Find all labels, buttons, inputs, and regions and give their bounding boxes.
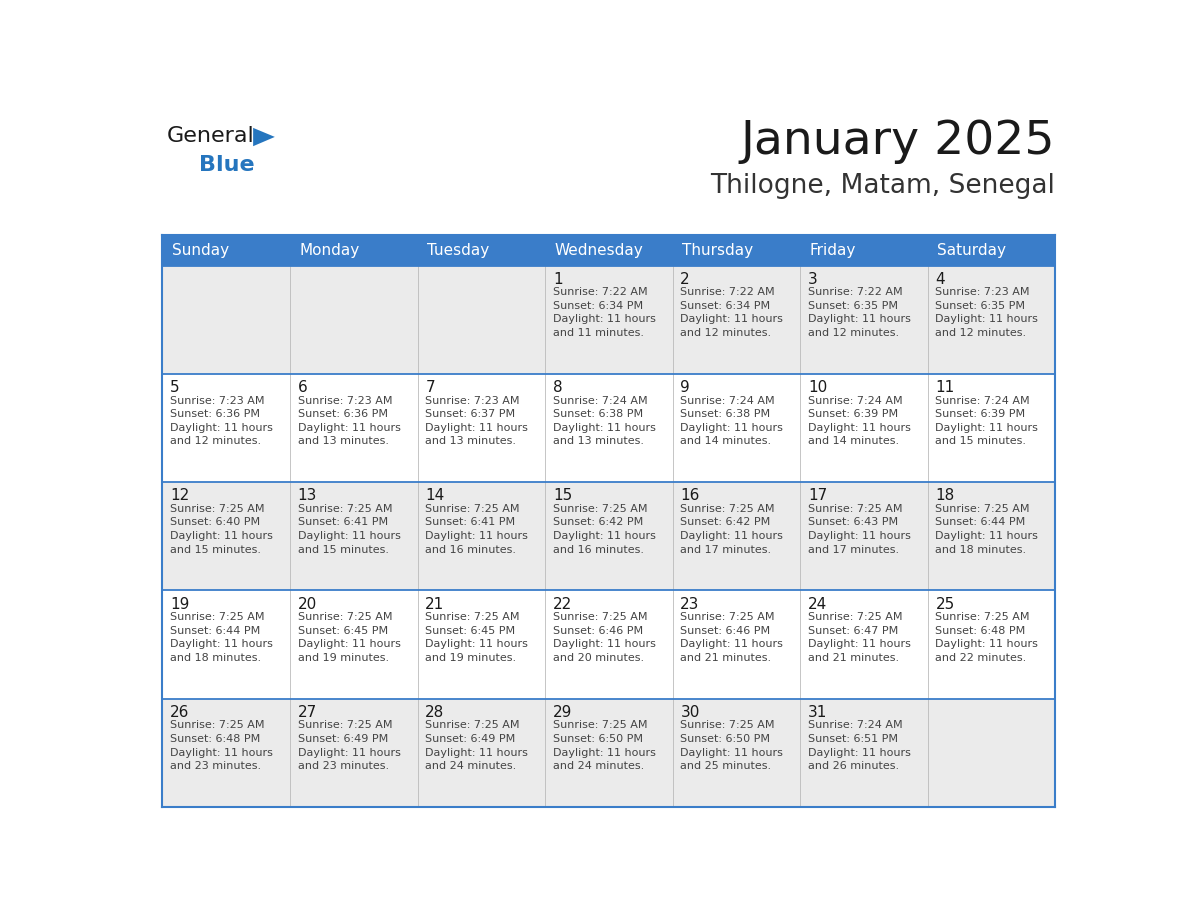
Text: 23: 23 (681, 597, 700, 611)
Text: Sunrise: 7:25 AM
Sunset: 6:42 PM
Daylight: 11 hours
and 16 minutes.: Sunrise: 7:25 AM Sunset: 6:42 PM Dayligh… (552, 504, 656, 554)
Text: 9: 9 (681, 380, 690, 395)
Text: 28: 28 (425, 705, 444, 720)
Text: 21: 21 (425, 597, 444, 611)
Text: Sunrise: 7:25 AM
Sunset: 6:46 PM
Daylight: 11 hours
and 21 minutes.: Sunrise: 7:25 AM Sunset: 6:46 PM Dayligh… (681, 612, 783, 663)
Text: Sunrise: 7:24 AM
Sunset: 6:38 PM
Daylight: 11 hours
and 13 minutes.: Sunrise: 7:24 AM Sunset: 6:38 PM Dayligh… (552, 396, 656, 446)
Text: Sunrise: 7:24 AM
Sunset: 6:39 PM
Daylight: 11 hours
and 15 minutes.: Sunrise: 7:24 AM Sunset: 6:39 PM Dayligh… (935, 396, 1038, 446)
Text: 24: 24 (808, 597, 827, 611)
Text: 7: 7 (425, 380, 435, 395)
Text: Friday: Friday (809, 242, 855, 258)
Text: 3: 3 (808, 272, 817, 286)
Text: Sunday: Sunday (172, 242, 229, 258)
Text: Thursday: Thursday (682, 242, 753, 258)
Text: 10: 10 (808, 380, 827, 395)
Text: Sunrise: 7:23 AM
Sunset: 6:36 PM
Daylight: 11 hours
and 12 minutes.: Sunrise: 7:23 AM Sunset: 6:36 PM Dayligh… (170, 396, 273, 446)
Bar (163, 590, 1055, 699)
Bar (163, 265, 1055, 374)
Text: 19: 19 (170, 597, 190, 611)
Text: Sunrise: 7:23 AM
Sunset: 6:35 PM
Daylight: 11 hours
and 12 minutes.: Sunrise: 7:23 AM Sunset: 6:35 PM Dayligh… (935, 287, 1038, 338)
Text: Sunrise: 7:25 AM
Sunset: 6:45 PM
Daylight: 11 hours
and 19 minutes.: Sunrise: 7:25 AM Sunset: 6:45 PM Dayligh… (298, 612, 400, 663)
Text: Sunrise: 7:25 AM
Sunset: 6:49 PM
Daylight: 11 hours
and 24 minutes.: Sunrise: 7:25 AM Sunset: 6:49 PM Dayligh… (425, 721, 529, 771)
Text: Sunrise: 7:25 AM
Sunset: 6:41 PM
Daylight: 11 hours
and 15 minutes.: Sunrise: 7:25 AM Sunset: 6:41 PM Dayligh… (298, 504, 400, 554)
Text: Sunrise: 7:25 AM
Sunset: 6:49 PM
Daylight: 11 hours
and 23 minutes.: Sunrise: 7:25 AM Sunset: 6:49 PM Dayligh… (298, 721, 400, 771)
Text: Sunrise: 7:22 AM
Sunset: 6:35 PM
Daylight: 11 hours
and 12 minutes.: Sunrise: 7:22 AM Sunset: 6:35 PM Dayligh… (808, 287, 911, 338)
Bar (163, 482, 1055, 590)
Bar (163, 235, 1055, 265)
Text: Sunrise: 7:25 AM
Sunset: 6:44 PM
Daylight: 11 hours
and 18 minutes.: Sunrise: 7:25 AM Sunset: 6:44 PM Dayligh… (170, 612, 273, 663)
Text: 8: 8 (552, 380, 562, 395)
Text: Sunrise: 7:23 AM
Sunset: 6:37 PM
Daylight: 11 hours
and 13 minutes.: Sunrise: 7:23 AM Sunset: 6:37 PM Dayligh… (425, 396, 529, 446)
Text: 4: 4 (935, 272, 946, 286)
Text: 29: 29 (552, 705, 573, 720)
Text: Sunrise: 7:22 AM
Sunset: 6:34 PM
Daylight: 11 hours
and 11 minutes.: Sunrise: 7:22 AM Sunset: 6:34 PM Dayligh… (552, 287, 656, 338)
Bar (163, 374, 1055, 482)
Text: 25: 25 (935, 597, 955, 611)
Text: 1: 1 (552, 272, 562, 286)
Text: Sunrise: 7:25 AM
Sunset: 6:48 PM
Daylight: 11 hours
and 23 minutes.: Sunrise: 7:25 AM Sunset: 6:48 PM Dayligh… (170, 721, 273, 771)
Text: 16: 16 (681, 488, 700, 503)
Text: 15: 15 (552, 488, 573, 503)
Text: 30: 30 (681, 705, 700, 720)
Bar (163, 699, 1055, 807)
Text: Sunrise: 7:25 AM
Sunset: 6:48 PM
Daylight: 11 hours
and 22 minutes.: Sunrise: 7:25 AM Sunset: 6:48 PM Dayligh… (935, 612, 1038, 663)
Text: Wednesday: Wednesday (555, 242, 643, 258)
Text: Sunrise: 7:25 AM
Sunset: 6:45 PM
Daylight: 11 hours
and 19 minutes.: Sunrise: 7:25 AM Sunset: 6:45 PM Dayligh… (425, 612, 529, 663)
Text: Sunrise: 7:25 AM
Sunset: 6:43 PM
Daylight: 11 hours
and 17 minutes.: Sunrise: 7:25 AM Sunset: 6:43 PM Dayligh… (808, 504, 911, 554)
Text: Monday: Monday (299, 242, 360, 258)
Text: Sunrise: 7:25 AM
Sunset: 6:50 PM
Daylight: 11 hours
and 25 minutes.: Sunrise: 7:25 AM Sunset: 6:50 PM Dayligh… (681, 721, 783, 771)
Text: 17: 17 (808, 488, 827, 503)
Text: 27: 27 (298, 705, 317, 720)
Text: Sunrise: 7:25 AM
Sunset: 6:44 PM
Daylight: 11 hours
and 18 minutes.: Sunrise: 7:25 AM Sunset: 6:44 PM Dayligh… (935, 504, 1038, 554)
Text: Sunrise: 7:23 AM
Sunset: 6:36 PM
Daylight: 11 hours
and 13 minutes.: Sunrise: 7:23 AM Sunset: 6:36 PM Dayligh… (298, 396, 400, 446)
Text: 5: 5 (170, 380, 179, 395)
Text: January 2025: January 2025 (741, 119, 1055, 164)
Text: General: General (166, 126, 254, 146)
Text: 31: 31 (808, 705, 827, 720)
Text: 2: 2 (681, 272, 690, 286)
Text: Sunrise: 7:24 AM
Sunset: 6:39 PM
Daylight: 11 hours
and 14 minutes.: Sunrise: 7:24 AM Sunset: 6:39 PM Dayligh… (808, 396, 911, 446)
Text: 11: 11 (935, 380, 955, 395)
Text: 18: 18 (935, 488, 955, 503)
Text: 22: 22 (552, 597, 573, 611)
Text: Thilogne, Matam, Senegal: Thilogne, Matam, Senegal (710, 174, 1055, 199)
Text: 6: 6 (298, 380, 308, 395)
Text: 13: 13 (298, 488, 317, 503)
Text: Saturday: Saturday (937, 242, 1006, 258)
Text: Sunrise: 7:25 AM
Sunset: 6:40 PM
Daylight: 11 hours
and 15 minutes.: Sunrise: 7:25 AM Sunset: 6:40 PM Dayligh… (170, 504, 273, 554)
Text: Sunrise: 7:25 AM
Sunset: 6:41 PM
Daylight: 11 hours
and 16 minutes.: Sunrise: 7:25 AM Sunset: 6:41 PM Dayligh… (425, 504, 529, 554)
Text: Sunrise: 7:25 AM
Sunset: 6:42 PM
Daylight: 11 hours
and 17 minutes.: Sunrise: 7:25 AM Sunset: 6:42 PM Dayligh… (681, 504, 783, 554)
Text: Tuesday: Tuesday (426, 242, 489, 258)
Text: 26: 26 (170, 705, 190, 720)
Text: Sunrise: 7:24 AM
Sunset: 6:38 PM
Daylight: 11 hours
and 14 minutes.: Sunrise: 7:24 AM Sunset: 6:38 PM Dayligh… (681, 396, 783, 446)
Text: 14: 14 (425, 488, 444, 503)
Text: Sunrise: 7:25 AM
Sunset: 6:47 PM
Daylight: 11 hours
and 21 minutes.: Sunrise: 7:25 AM Sunset: 6:47 PM Dayligh… (808, 612, 911, 663)
Text: 20: 20 (298, 597, 317, 611)
Text: 12: 12 (170, 488, 189, 503)
Text: Sunrise: 7:25 AM
Sunset: 6:50 PM
Daylight: 11 hours
and 24 minutes.: Sunrise: 7:25 AM Sunset: 6:50 PM Dayligh… (552, 721, 656, 771)
Text: Sunrise: 7:22 AM
Sunset: 6:34 PM
Daylight: 11 hours
and 12 minutes.: Sunrise: 7:22 AM Sunset: 6:34 PM Dayligh… (681, 287, 783, 338)
Text: Blue: Blue (198, 155, 254, 174)
Text: Sunrise: 7:24 AM
Sunset: 6:51 PM
Daylight: 11 hours
and 26 minutes.: Sunrise: 7:24 AM Sunset: 6:51 PM Dayligh… (808, 721, 911, 771)
Polygon shape (253, 128, 274, 146)
Text: Sunrise: 7:25 AM
Sunset: 6:46 PM
Daylight: 11 hours
and 20 minutes.: Sunrise: 7:25 AM Sunset: 6:46 PM Dayligh… (552, 612, 656, 663)
